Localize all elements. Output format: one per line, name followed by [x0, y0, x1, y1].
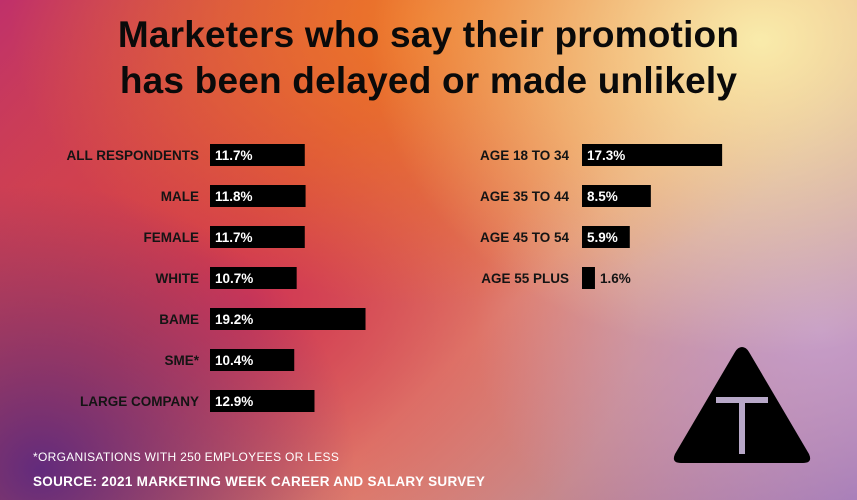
category-label-female: FEMALE: [144, 230, 200, 245]
bar-age-18-to-34: [582, 144, 723, 166]
value-label-sme: 10.4%: [215, 353, 253, 368]
bar-sme: [210, 349, 295, 371]
value-label-bame: 19.2%: [215, 312, 253, 327]
bar-all-respondents: [210, 144, 305, 166]
t-triangle-logo-icon: [673, 347, 811, 463]
value-label-age-35-to-44: 8.5%: [587, 189, 618, 204]
category-label-sme: SME*: [164, 353, 199, 368]
value-label-female: 11.7%: [215, 230, 253, 245]
category-label-age-55-plus: AGE 55 PLUS: [481, 271, 569, 286]
bar-white: [210, 267, 297, 289]
category-label-age-35-to-44: AGE 35 TO 44: [480, 189, 570, 204]
value-label-white: 10.7%: [215, 271, 253, 286]
value-label-age-45-to-54: 5.9%: [587, 230, 618, 245]
category-label-age-18-to-34: AGE 18 TO 34: [480, 148, 570, 163]
source-note: SOURCE: 2021 MARKETING WEEK CAREER AND S…: [33, 474, 486, 489]
bar-large-company: [210, 390, 315, 412]
category-label-all-respondents: ALL RESPONDENTS: [66, 148, 199, 163]
chart-title-line-2: has been delayed or made unlikely: [119, 60, 738, 101]
bar-age-35-to-44: [582, 185, 651, 207]
chart-title-line-1: Marketers who say their promotion: [117, 14, 740, 55]
value-label-male: 11.8%: [215, 189, 253, 204]
bar-age-55-plus: [582, 267, 595, 289]
footnote: *ORGANISATIONS WITH 250 EMPLOYEES OR LES…: [33, 450, 340, 464]
category-label-white: WHITE: [156, 271, 200, 286]
category-label-bame: BAME: [159, 312, 199, 327]
value-label-age-18-to-34: 17.3%: [587, 148, 625, 163]
value-label-large-company: 12.9%: [215, 394, 253, 409]
bar-age-45-to-54: [582, 226, 630, 248]
value-label-age-55-plus: 1.6%: [600, 271, 631, 286]
bar-male: [210, 185, 306, 207]
bar-female: [210, 226, 305, 248]
category-label-age-45-to-54: AGE 45 TO 54: [480, 230, 570, 245]
bar-bame: [210, 308, 366, 330]
category-label-male: MALE: [161, 189, 199, 204]
chart-title: Marketers who say their promotion has be…: [0, 12, 857, 104]
value-label-all-respondents: 11.7%: [215, 148, 253, 163]
category-label-large-company: LARGE COMPANY: [80, 394, 199, 409]
